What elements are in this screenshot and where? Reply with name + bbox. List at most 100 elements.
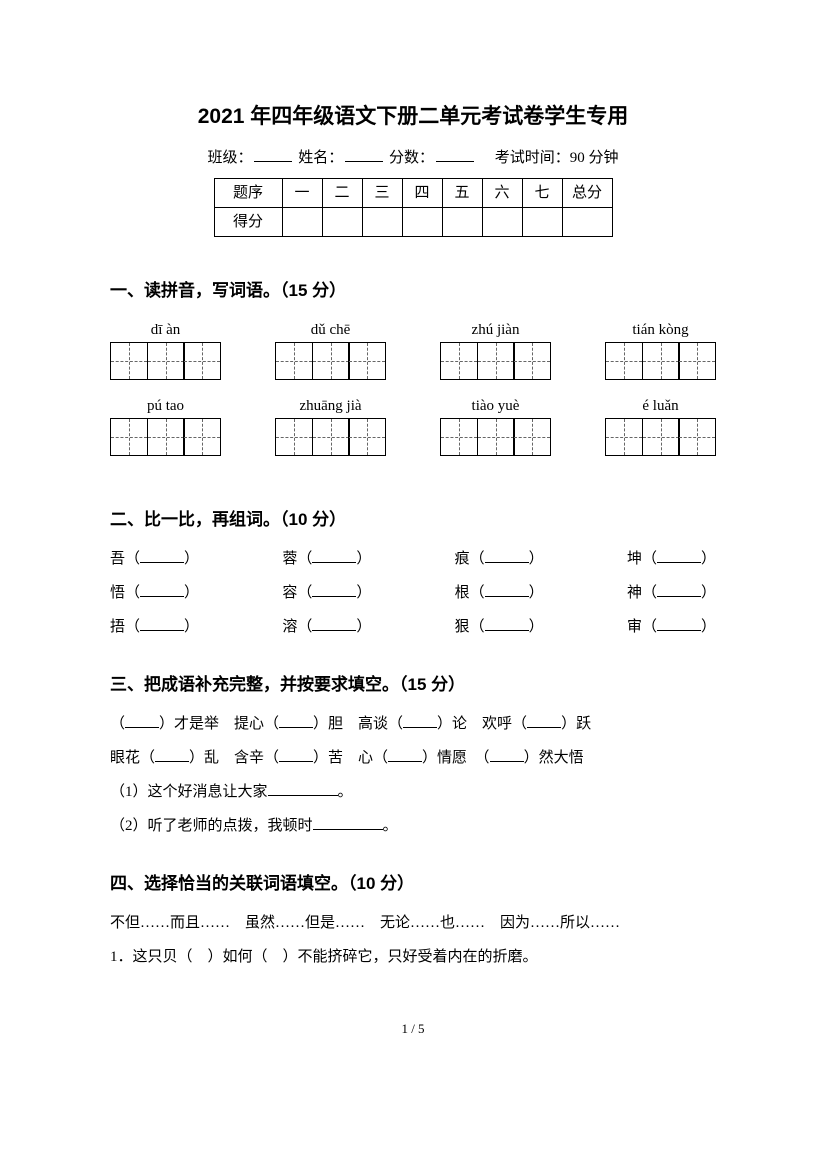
score-table-header-row: 题序 一 二 三 四 五 六 七 总分 xyxy=(214,178,612,207)
blank[interactable] xyxy=(657,562,701,563)
compare-item: 坤（） xyxy=(627,547,716,571)
compare-item: 根（） xyxy=(455,581,544,605)
char-boxes[interactable] xyxy=(605,418,716,456)
td-3[interactable] xyxy=(362,207,402,236)
blank[interactable] xyxy=(403,727,437,728)
td-label: 得分 xyxy=(214,207,282,236)
pinyin-row-2: pú tao zhuāng jià tiào yuè é luǎn xyxy=(110,394,716,456)
name-label: 姓名： xyxy=(298,150,343,166)
td-2[interactable] xyxy=(322,207,362,236)
blank[interactable] xyxy=(279,727,313,728)
pinyin-row-1: dī àn dǔ chē zhú jiàn tián kòng xyxy=(110,318,716,380)
compare-item: 容（） xyxy=(282,581,371,605)
th-2: 二 xyxy=(322,178,362,207)
pinyin-label: pú tao xyxy=(147,394,184,414)
blank[interactable] xyxy=(312,562,356,563)
char-boxes[interactable] xyxy=(440,418,551,456)
blank[interactable] xyxy=(155,761,189,762)
char-boxes[interactable] xyxy=(440,342,551,380)
compare-row: 捂（） 溶（） 狠（） 审（） xyxy=(110,615,716,639)
blank[interactable] xyxy=(312,596,356,597)
blank[interactable] xyxy=(657,596,701,597)
pinyin-label: tiào yuè xyxy=(472,394,520,414)
th-total: 总分 xyxy=(562,178,612,207)
char-boxes[interactable] xyxy=(110,418,221,456)
idiom-line-1: （）才是举 提心（）胆 高谈（）论 欢呼（）跃 xyxy=(110,712,716,736)
th-5: 五 xyxy=(442,178,482,207)
time-label: 考试时间：90 分钟 xyxy=(495,150,619,166)
pinyin-group: é luǎn xyxy=(605,394,716,456)
section-4-heading: 四、选择恰当的关联词语填空。（10 分） xyxy=(110,870,716,897)
td-6[interactable] xyxy=(482,207,522,236)
compare-item: 狠（） xyxy=(455,615,544,639)
pinyin-label: tián kòng xyxy=(632,318,688,338)
pinyin-group: dī àn xyxy=(110,318,221,380)
blank[interactable] xyxy=(140,630,184,631)
pinyin-group: dǔ chē xyxy=(275,318,386,380)
th-7: 七 xyxy=(522,178,562,207)
exam-title: 2021 年四年级语文下册二单元考试卷学生专用 xyxy=(110,100,716,134)
compare-item: 审（） xyxy=(627,615,716,639)
compare-item: 蓉（） xyxy=(282,547,371,571)
td-5[interactable] xyxy=(442,207,482,236)
compare-item: 悟（） xyxy=(110,581,199,605)
score-table-value-row: 得分 xyxy=(214,207,612,236)
blank[interactable] xyxy=(527,727,561,728)
td-total[interactable] xyxy=(562,207,612,236)
char-boxes[interactable] xyxy=(275,418,386,456)
blank[interactable] xyxy=(485,562,529,563)
conj-options: 不但……而且…… 虽然……但是…… 无论……也…… 因为……所以…… xyxy=(110,911,716,935)
class-label: 班级： xyxy=(207,150,252,166)
name-blank[interactable] xyxy=(345,161,383,162)
class-blank[interactable] xyxy=(254,161,292,162)
th-3: 三 xyxy=(362,178,402,207)
blank[interactable] xyxy=(313,829,383,830)
score-blank[interactable] xyxy=(436,161,474,162)
char-boxes[interactable] xyxy=(275,342,386,380)
td-4[interactable] xyxy=(402,207,442,236)
blank[interactable] xyxy=(490,761,524,762)
pinyin-label: zhuāng jià xyxy=(299,394,361,414)
compare-item: 捂（） xyxy=(110,615,199,639)
idiom-sub-2: （2）听了老师的点拨，我顿时。 xyxy=(110,814,716,838)
th-4: 四 xyxy=(402,178,442,207)
section-3-heading: 三、把成语补充完整，并按要求填空。（15 分） xyxy=(110,671,716,698)
pinyin-label: é luǎn xyxy=(642,394,678,414)
pinyin-label: zhú jiàn xyxy=(472,318,520,338)
conj-q1: 1．这只贝（ ）如何（ ）不能挤碎它，只好受着内在的折磨。 xyxy=(110,945,716,969)
blank[interactable] xyxy=(268,795,338,796)
blank[interactable] xyxy=(140,596,184,597)
pinyin-label: dǔ chē xyxy=(311,318,351,338)
blank[interactable] xyxy=(312,630,356,631)
td-7[interactable] xyxy=(522,207,562,236)
score-table: 题序 一 二 三 四 五 六 七 总分 得分 xyxy=(214,178,613,237)
compare-item: 溶（） xyxy=(282,615,371,639)
compare-row: 悟（） 容（） 根（） 神（） xyxy=(110,581,716,605)
blank[interactable] xyxy=(279,761,313,762)
th-label: 题序 xyxy=(214,178,282,207)
th-1: 一 xyxy=(282,178,322,207)
char-boxes[interactable] xyxy=(110,342,221,380)
blank[interactable] xyxy=(125,727,159,728)
compare-block: 吾（） 蓉（） 痕（） 坤（） 悟（） 容（） 根（） 神（） 捂（） 溶（） … xyxy=(110,547,716,639)
char-boxes[interactable] xyxy=(605,342,716,380)
blank[interactable] xyxy=(140,562,184,563)
pinyin-group: tiào yuè xyxy=(440,394,551,456)
compare-item: 痕（） xyxy=(455,547,544,571)
pinyin-label: dī àn xyxy=(151,318,181,338)
pinyin-group: pú tao xyxy=(110,394,221,456)
pinyin-group: zhuāng jià xyxy=(275,394,386,456)
meta-line: 班级： 姓名： 分数： 考试时间：90 分钟 xyxy=(110,146,716,170)
idiom-line-2: 眼花（）乱 含辛（）苦 心（）情愿 （）然大悟 xyxy=(110,746,716,770)
blank[interactable] xyxy=(485,630,529,631)
blank[interactable] xyxy=(388,761,422,762)
blank[interactable] xyxy=(485,596,529,597)
score-label: 分数： xyxy=(389,150,434,166)
blank[interactable] xyxy=(657,630,701,631)
compare-row: 吾（） 蓉（） 痕（） 坤（） xyxy=(110,547,716,571)
compare-item: 吾（） xyxy=(110,547,199,571)
section-1-heading: 一、读拼音，写词语。（15 分） xyxy=(110,277,716,304)
page-number: 1 / 5 xyxy=(110,1019,716,1040)
th-6: 六 xyxy=(482,178,522,207)
td-1[interactable] xyxy=(282,207,322,236)
